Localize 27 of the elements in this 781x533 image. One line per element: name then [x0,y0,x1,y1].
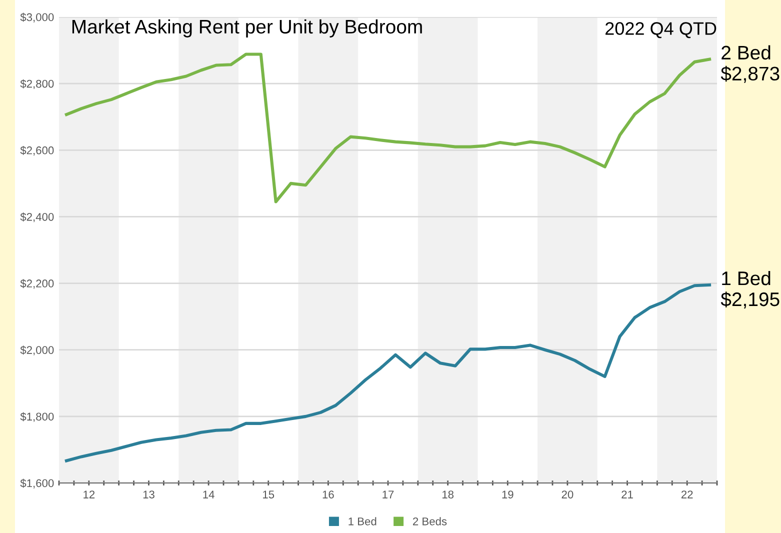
y-tick-label: $2,200 [20,279,54,289]
legend-label: 1 Bed [348,517,376,526]
x-tick-label: 15 [263,490,274,498]
chart-title: Market Asking Rent per Unit by Bedroom [72,19,422,38]
x-tick-label: 19 [502,490,514,498]
x-tick-label: 14 [203,490,214,498]
x-tick-label: 13 [143,490,154,498]
y-tick-label: $3,000 [20,12,54,22]
x-tick-label: 17 [382,490,394,498]
y-tick-label: $2,800 [20,79,54,90]
x-tick-label: 16 [322,490,334,498]
legend-label: 2 Beds [413,517,447,526]
annotation: 1 Bed $2,195 [720,270,780,308]
line-series [64,52,712,204]
x-tick-label: 22 [681,490,693,498]
y-tick-label: $1,800 [20,412,54,422]
line-series [64,283,712,462]
x-tick-label: 12 [84,490,95,498]
annotation: 2 Bed $2,873 [720,45,780,83]
annotation: 2022 Q4 QTD [606,22,716,38]
x-tick-label: 20 [562,490,574,498]
y-tick-label: $2,400 [20,212,54,222]
y-tick-label: $2,600 [20,146,54,156]
x-tick-label: 21 [622,490,633,498]
y-tick-label: $1,600 [20,478,54,488]
y-tick-label: $2,000 [20,346,54,356]
x-tick-label: 18 [442,490,454,498]
